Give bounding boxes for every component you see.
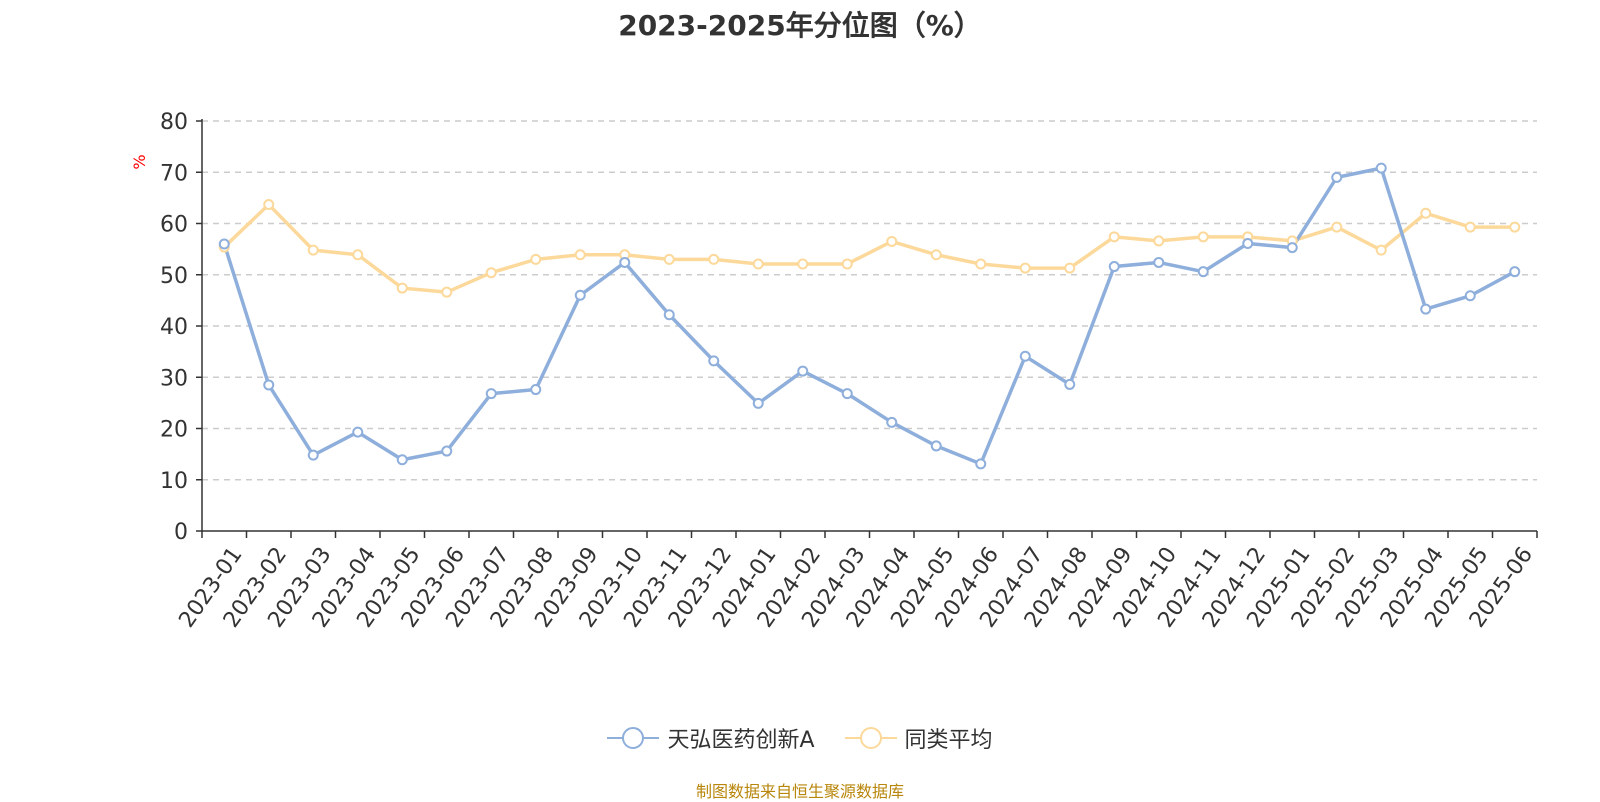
data-point-series-1 bbox=[396, 454, 408, 466]
data-point-series-2 bbox=[1153, 235, 1165, 247]
data-point-series-1 bbox=[1108, 261, 1120, 273]
data-point-series-1 bbox=[307, 449, 319, 461]
data-point-series-2 bbox=[485, 267, 497, 279]
data-point-series-1 bbox=[752, 397, 764, 409]
data-point-series-2 bbox=[396, 282, 408, 294]
data-point-series-2 bbox=[1197, 231, 1209, 243]
data-point-series-2 bbox=[307, 244, 319, 256]
y-tick-label: 40 bbox=[160, 315, 188, 340]
data-point-series-2 bbox=[441, 286, 453, 298]
data-point-series-2 bbox=[1108, 231, 1120, 243]
y-tick-label: 50 bbox=[160, 264, 188, 289]
data-point-series-1 bbox=[1286, 242, 1298, 254]
data-point-series-1 bbox=[1509, 266, 1521, 278]
y-tick-label: 70 bbox=[160, 161, 188, 186]
data-point-series-1 bbox=[841, 388, 853, 400]
legend-item-series-2[interactable]: 同类平均 bbox=[844, 722, 993, 754]
data-point-series-1 bbox=[930, 440, 942, 452]
y-tick-label: 10 bbox=[160, 469, 188, 494]
data-point-series-1 bbox=[441, 445, 453, 457]
data-point-series-1 bbox=[1242, 237, 1254, 249]
y-tick-label: 0 bbox=[174, 520, 188, 545]
data-point-series-1 bbox=[975, 458, 987, 470]
data-point-series-2 bbox=[930, 249, 942, 261]
data-point-series-1 bbox=[1064, 378, 1076, 390]
data-point-series-2 bbox=[1464, 221, 1476, 233]
data-point-series-1 bbox=[619, 256, 631, 268]
y-axis-unit-label: % bbox=[130, 154, 149, 169]
data-point-series-2 bbox=[1420, 207, 1432, 219]
data-point-series-1 bbox=[352, 426, 364, 438]
data-point-series-2 bbox=[886, 235, 898, 247]
data-point-series-2 bbox=[975, 258, 987, 270]
data-point-series-2 bbox=[1019, 262, 1031, 274]
data-point-series-2 bbox=[1331, 221, 1343, 233]
data-point-series-1 bbox=[1197, 266, 1209, 278]
chart-title: 2023-2025年分位图（%） bbox=[618, 9, 982, 42]
y-tick-label: 20 bbox=[160, 418, 188, 443]
data-point-series-1 bbox=[485, 388, 497, 400]
y-tick-label: 80 bbox=[160, 110, 188, 135]
data-point-series-1 bbox=[663, 309, 675, 321]
legend: 天弘医药创新A 同类平均 bbox=[0, 722, 1600, 754]
data-point-series-1 bbox=[1464, 290, 1476, 302]
legend-item-series-1[interactable]: 天弘医药创新A bbox=[607, 722, 815, 754]
data-point-series-2 bbox=[1509, 221, 1521, 233]
legend-label-series-2: 同类平均 bbox=[904, 728, 993, 753]
data-point-series-1 bbox=[530, 384, 542, 396]
data-point-series-2 bbox=[574, 249, 586, 261]
series-layer bbox=[218, 162, 1521, 470]
data-point-series-1 bbox=[218, 238, 230, 250]
data-point-series-1 bbox=[1019, 350, 1031, 362]
data-point-series-1 bbox=[797, 365, 809, 377]
data-point-series-1 bbox=[1375, 162, 1387, 174]
data-point-series-1 bbox=[1420, 303, 1432, 315]
grid-lines bbox=[202, 120, 1537, 481]
series-line-1 bbox=[222, 166, 1516, 466]
data-point-series-2 bbox=[708, 253, 720, 265]
data-point-series-1 bbox=[1153, 256, 1165, 268]
data-point-series-2 bbox=[530, 253, 542, 265]
data-point-series-2 bbox=[352, 249, 364, 261]
data-point-series-2 bbox=[1064, 262, 1076, 274]
data-point-series-2 bbox=[663, 253, 675, 265]
data-point-series-1 bbox=[574, 289, 586, 301]
data-point-series-2 bbox=[841, 258, 853, 270]
source-note: 制图数据来自恒生聚源数据库 bbox=[695, 782, 904, 801]
y-tick-label: 30 bbox=[160, 366, 188, 391]
data-point-series-2 bbox=[1375, 244, 1387, 256]
legend-label-series-1: 天弘医药创新A bbox=[667, 728, 815, 753]
legend-swatch-series-1 bbox=[607, 727, 660, 749]
series-line-2 bbox=[223, 202, 1515, 294]
data-point-series-1 bbox=[1331, 171, 1343, 183]
data-point-series-1 bbox=[886, 416, 898, 428]
data-point-series-1 bbox=[708, 355, 720, 367]
data-point-series-2 bbox=[263, 199, 275, 211]
y-tick-label: 60 bbox=[160, 213, 188, 238]
data-point-series-1 bbox=[263, 379, 275, 391]
data-point-series-2 bbox=[752, 258, 764, 270]
legend-swatch-series-2 bbox=[844, 727, 897, 749]
data-point-series-2 bbox=[797, 258, 809, 270]
